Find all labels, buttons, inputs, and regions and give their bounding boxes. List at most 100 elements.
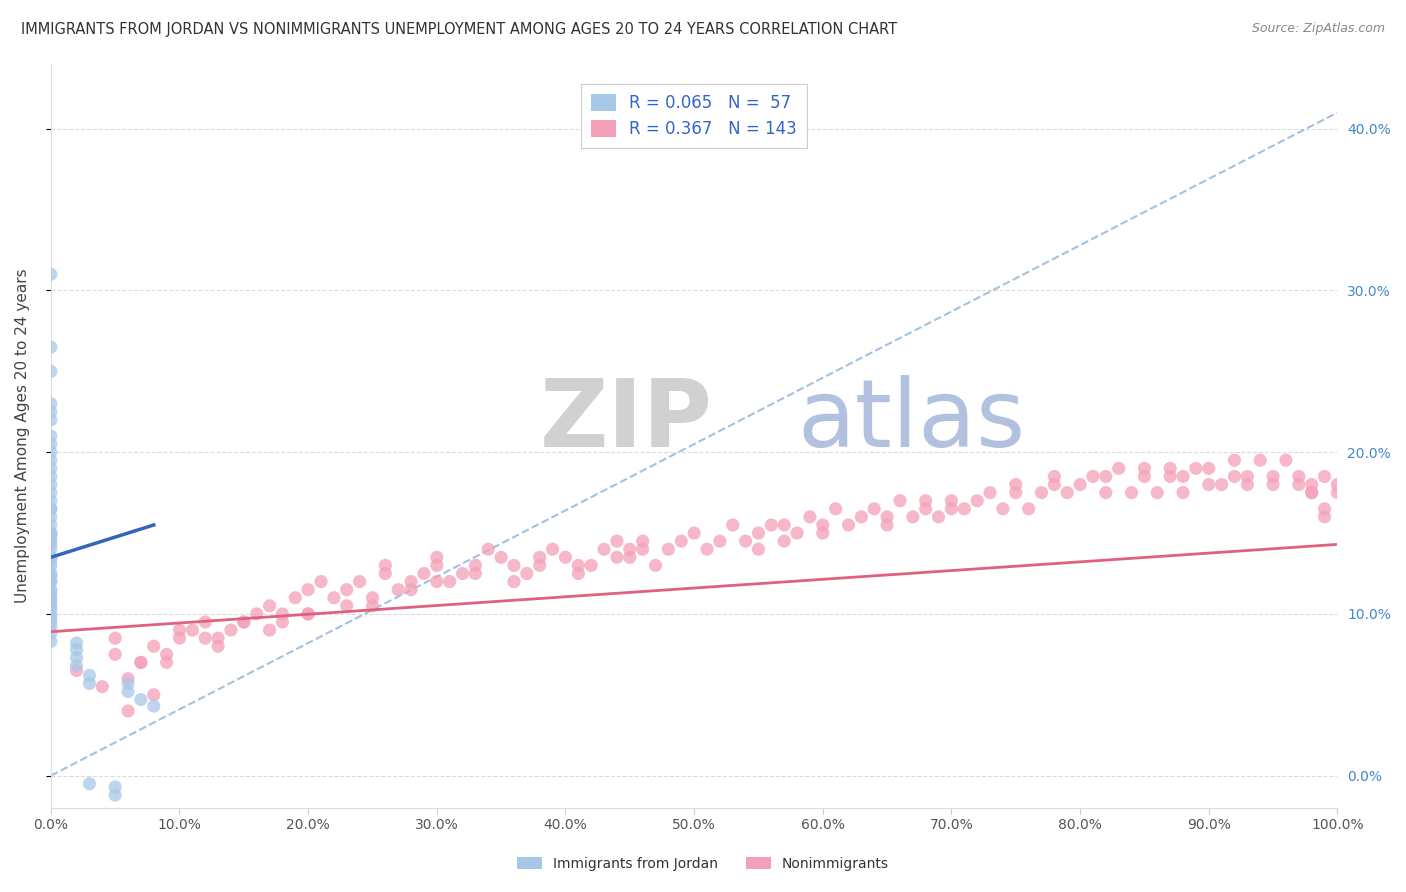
Point	[799, 509, 821, 524]
Point	[39, 429, 62, 443]
Point	[336, 599, 359, 613]
Point	[464, 566, 486, 581]
Point	[1004, 477, 1026, 491]
Point	[1121, 485, 1143, 500]
Point	[516, 566, 538, 581]
Point	[39, 501, 62, 516]
Point	[232, 615, 254, 629]
Point	[1301, 485, 1323, 500]
Y-axis label: Unemployment Among Ages 20 to 24 years: Unemployment Among Ages 20 to 24 years	[15, 268, 30, 603]
Point	[39, 599, 62, 613]
Point	[786, 526, 808, 541]
Point	[39, 268, 62, 282]
Point	[39, 509, 62, 524]
Point	[194, 615, 217, 629]
Point	[39, 493, 62, 508]
Point	[39, 397, 62, 411]
Point	[39, 445, 62, 459]
Point	[39, 582, 62, 597]
Point	[426, 550, 449, 565]
Point	[39, 485, 62, 500]
Point	[567, 566, 589, 581]
Point	[593, 542, 616, 557]
Point	[529, 558, 551, 573]
Point	[39, 610, 62, 624]
Point	[39, 413, 62, 427]
Point	[65, 650, 87, 665]
Point	[709, 534, 731, 549]
Point	[361, 599, 384, 613]
Point	[1211, 477, 1233, 491]
Point	[39, 570, 62, 584]
Point	[297, 607, 319, 621]
Point	[606, 550, 628, 565]
Point	[1031, 485, 1053, 500]
Point	[966, 493, 988, 508]
Point	[39, 574, 62, 589]
Point	[39, 526, 62, 541]
Point	[1288, 477, 1310, 491]
Point	[39, 461, 62, 475]
Point	[374, 558, 396, 573]
Point	[104, 648, 127, 662]
Point	[734, 534, 756, 549]
Point	[1261, 469, 1284, 483]
Point	[39, 574, 62, 589]
Point	[1056, 485, 1078, 500]
Point	[1261, 477, 1284, 491]
Point	[914, 501, 936, 516]
Point	[349, 574, 371, 589]
Point	[1275, 453, 1298, 467]
Point	[991, 501, 1014, 516]
Point	[811, 526, 834, 541]
Point	[1069, 477, 1091, 491]
Point	[1018, 501, 1040, 516]
Point	[129, 692, 152, 706]
Point	[413, 566, 436, 581]
Point	[399, 574, 422, 589]
Text: ZIP: ZIP	[540, 376, 713, 467]
Point	[1313, 509, 1336, 524]
Point	[914, 493, 936, 508]
Point	[219, 623, 242, 637]
Point	[747, 542, 769, 557]
Point	[606, 534, 628, 549]
Point	[39, 477, 62, 491]
Point	[39, 634, 62, 648]
Point	[1288, 469, 1310, 483]
Legend: R = 0.065   N =  57, R = 0.367   N = 143: R = 0.065 N = 57, R = 0.367 N = 143	[581, 84, 807, 148]
Point	[1198, 461, 1220, 475]
Point	[297, 582, 319, 597]
Point	[1236, 469, 1258, 483]
Point	[39, 529, 62, 543]
Point	[773, 534, 796, 549]
Point	[1301, 477, 1323, 491]
Point	[104, 788, 127, 802]
Point	[747, 526, 769, 541]
Point	[477, 542, 499, 557]
Point	[579, 558, 602, 573]
Point	[1081, 469, 1104, 483]
Point	[194, 631, 217, 645]
Point	[39, 405, 62, 419]
Text: atlas: atlas	[797, 376, 1025, 467]
Point	[657, 542, 679, 557]
Point	[79, 777, 101, 791]
Point	[39, 566, 62, 581]
Text: Source: ZipAtlas.com: Source: ZipAtlas.com	[1251, 22, 1385, 36]
Legend: Immigrants from Jordan, Nonimmigrants: Immigrants from Jordan, Nonimmigrants	[512, 851, 894, 876]
Point	[39, 469, 62, 483]
Point	[683, 526, 706, 541]
Point	[1171, 485, 1194, 500]
Point	[721, 518, 744, 533]
Point	[104, 780, 127, 794]
Point	[39, 340, 62, 354]
Point	[79, 676, 101, 690]
Point	[39, 437, 62, 451]
Point	[169, 631, 191, 645]
Point	[39, 615, 62, 629]
Point	[1146, 485, 1168, 500]
Point	[426, 558, 449, 573]
Point	[129, 656, 152, 670]
Point	[39, 526, 62, 541]
